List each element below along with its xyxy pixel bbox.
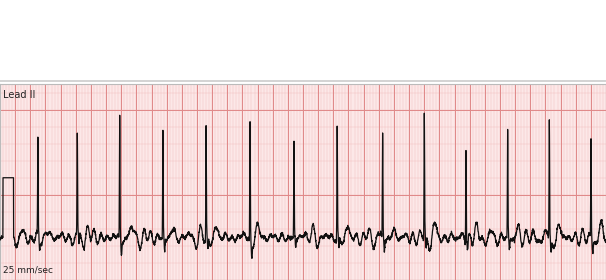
Text: 25 mm/sec: 25 mm/sec <box>3 265 53 274</box>
Text: Lead II: Lead II <box>3 90 35 100</box>
